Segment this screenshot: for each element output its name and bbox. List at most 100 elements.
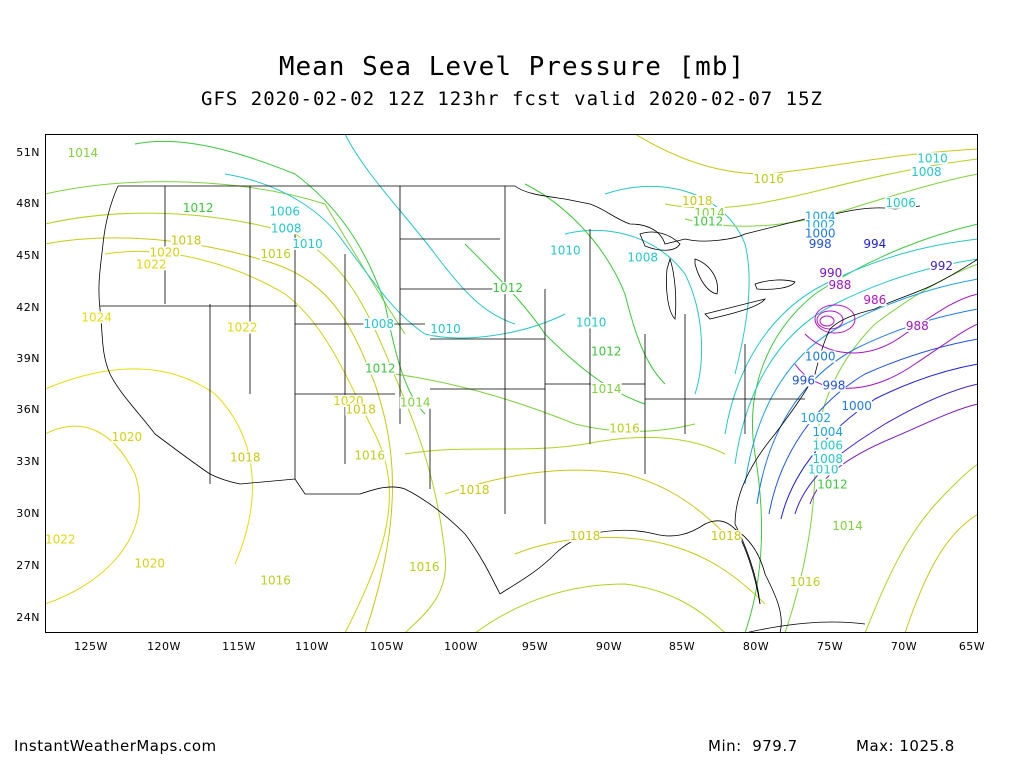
contour-label: 1016	[609, 421, 640, 435]
contour-label-bg	[885, 196, 916, 209]
contour-label: 1004	[813, 425, 844, 439]
lon-label-110w: 110W	[295, 640, 329, 653]
contour-label: 1018	[230, 450, 261, 464]
isobar-lines	[45, 134, 978, 633]
contour-label: 1014	[400, 396, 431, 410]
contour-label-bg	[791, 374, 816, 387]
contour-label-bg	[863, 237, 887, 250]
contour-label-bg	[832, 519, 863, 532]
contour-label-bg	[269, 205, 301, 218]
contour-label: 1016	[354, 449, 385, 463]
lake-erie	[704, 298, 766, 320]
lon-label-85w: 85W	[668, 640, 696, 653]
contour-label: 1008	[271, 221, 302, 235]
contour-label-bg	[819, 266, 843, 279]
contour-label: 1000	[841, 399, 872, 413]
contour-label-bg	[550, 244, 581, 257]
contour-label: 1014	[832, 519, 863, 533]
contour-label-bg	[408, 560, 440, 573]
min-value: 979.7	[752, 737, 798, 755]
contour-label-bg	[590, 345, 622, 358]
lat-label-39n: 39N	[16, 352, 40, 365]
contour-label-bg	[260, 574, 291, 587]
lake-michigan	[666, 257, 677, 320]
contour-label-bg	[917, 152, 948, 165]
lon-label-100w: 100W	[444, 640, 478, 653]
contour-label-bg	[807, 463, 839, 476]
contour-label: 1018	[459, 483, 490, 497]
contour-label: 1018	[682, 194, 713, 208]
contour-label: 1012	[365, 362, 396, 376]
contour-label-bg	[812, 425, 844, 438]
atlantic-coast	[734, 258, 978, 605]
contour-label: 998	[809, 237, 832, 251]
contour-label-bg	[575, 316, 607, 329]
contour-label: 1022	[136, 257, 167, 271]
contour-label-bg	[808, 237, 832, 250]
contour-label: 994	[863, 237, 886, 251]
lat-label-33n: 33N	[16, 455, 40, 468]
contour-label-bg	[817, 478, 848, 491]
contour-label-bg	[45, 533, 76, 546]
map-title: Mean Sea Level Pressure [mb]	[278, 52, 746, 82]
us-mexico-border	[239, 478, 501, 595]
contour-label-bg	[692, 215, 724, 228]
contour-label-bg	[800, 412, 832, 425]
contour-label-bg	[841, 400, 872, 413]
contour-label: 986	[863, 293, 886, 307]
contour-label: 996	[792, 374, 815, 388]
contour-label: 990	[819, 266, 842, 280]
contour-label: 1002	[800, 411, 831, 425]
contour-label: 1022	[45, 532, 75, 546]
lat-label-30n: 30N	[16, 507, 40, 520]
contour-label-bg	[753, 172, 784, 185]
contour-label-bg	[812, 453, 844, 466]
lon-label-120w: 120W	[147, 640, 181, 653]
contour-label-bg	[789, 576, 821, 589]
lon-label-90w: 90W	[595, 640, 623, 653]
lon-label-65w: 65W	[958, 640, 986, 653]
contour-label-bg	[430, 323, 461, 336]
contour-label: 1016	[260, 247, 291, 261]
contour-label-bg	[364, 362, 396, 375]
source-credit: InstantWeatherMaps.com	[14, 737, 217, 755]
pressure-map: 1014 1012 1006 1008 1010 1016 1018 1020 1022 1024…	[45, 134, 978, 633]
contour-label-bg	[822, 379, 846, 392]
contour-label: 998	[822, 379, 845, 393]
lat-label-51n: 51N	[16, 146, 40, 159]
contour-label-bg	[292, 237, 323, 250]
contour-label: 1012	[591, 344, 622, 358]
max-label: Max:	[856, 737, 895, 755]
lake-ontario	[754, 279, 796, 290]
max-pressure: Max: 1025.8	[856, 737, 955, 755]
contour-label: 1014	[68, 146, 99, 160]
max-value: 1025.8	[899, 737, 955, 755]
lat-label-42n: 42N	[16, 301, 40, 314]
cuba-coast	[744, 621, 866, 633]
contour-label: 1020	[150, 245, 181, 259]
contour-label: 1010	[430, 322, 461, 336]
contour-label-bg	[111, 430, 143, 443]
contour-label-bg	[590, 383, 622, 395]
contour-label-bg	[681, 195, 713, 208]
contour-label: 1010	[576, 315, 607, 329]
contour-label-bg	[804, 227, 836, 240]
contour-label-bg	[812, 439, 844, 452]
lon-label-80w: 80W	[742, 640, 770, 653]
contour-label-bg	[226, 321, 258, 334]
contour-label-bg	[182, 201, 214, 214]
contour-label: 1016	[260, 573, 291, 587]
florida	[734, 528, 782, 633]
contour-label-bg	[492, 282, 524, 295]
lat-label-27n: 27N	[16, 559, 40, 572]
lon-label-105w: 105W	[370, 640, 404, 653]
contour-label-bg	[710, 530, 742, 542]
contour-label: 1010	[550, 244, 581, 258]
contour-label: 1008	[627, 251, 658, 265]
contour-label-bg	[905, 319, 930, 332]
contour-label-bg	[458, 483, 490, 496]
min-pressure: Min: 979.7	[708, 737, 798, 755]
contour-label: 1008	[813, 452, 844, 466]
contour-label: 1010	[917, 151, 948, 165]
